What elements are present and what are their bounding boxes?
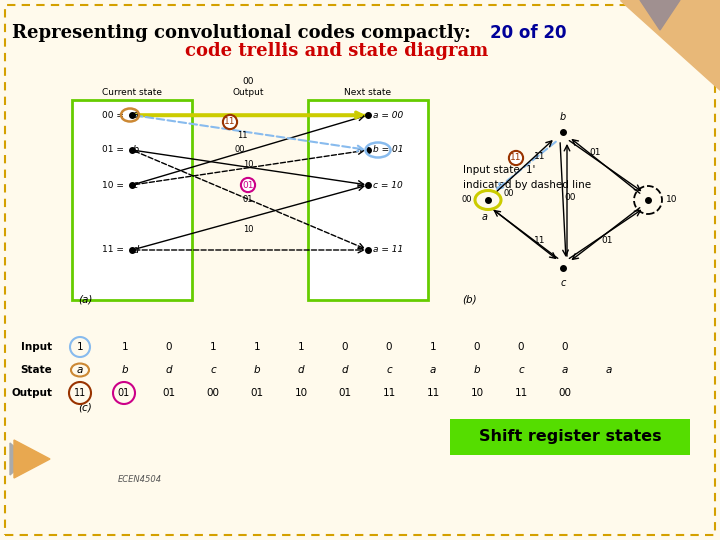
Text: 10: 10	[294, 388, 307, 398]
Text: b: b	[560, 112, 566, 122]
Text: code trellis and state diagram: code trellis and state diagram	[185, 42, 488, 60]
Text: a: a	[430, 365, 436, 375]
Text: d: d	[342, 365, 348, 375]
Text: c = 10: c = 10	[373, 180, 402, 190]
Text: b: b	[133, 145, 139, 155]
Text: 01: 01	[242, 180, 253, 190]
Text: b = 01: b = 01	[373, 145, 403, 154]
Text: 0: 0	[386, 342, 392, 352]
Text: c: c	[386, 365, 392, 375]
Text: Shift register states: Shift register states	[479, 429, 661, 444]
Text: Current state: Current state	[102, 88, 162, 97]
Text: (a): (a)	[78, 295, 92, 305]
Text: 01: 01	[243, 195, 253, 204]
Text: 10 =: 10 =	[102, 180, 127, 190]
Text: 01: 01	[251, 388, 264, 398]
Text: Input: Input	[21, 342, 52, 352]
Text: 11 =: 11 =	[102, 246, 127, 254]
Text: 01: 01	[118, 388, 130, 398]
Text: d: d	[166, 365, 172, 375]
Text: a: a	[77, 365, 84, 375]
Text: 1: 1	[122, 342, 128, 352]
Text: 11: 11	[426, 388, 440, 398]
Text: 01: 01	[163, 388, 176, 398]
Text: b: b	[474, 365, 480, 375]
Text: Output: Output	[11, 388, 52, 398]
Polygon shape	[10, 443, 28, 475]
Text: a = 11: a = 11	[373, 246, 403, 254]
Text: 00 =: 00 =	[102, 111, 127, 119]
Text: ECEN4504: ECEN4504	[118, 476, 162, 484]
Text: c: c	[210, 365, 216, 375]
Polygon shape	[640, 0, 680, 30]
Text: 01 =: 01 =	[102, 145, 127, 154]
Text: 11: 11	[514, 388, 528, 398]
Text: 1: 1	[430, 342, 436, 352]
Text: 01: 01	[338, 388, 351, 398]
Text: 00: 00	[504, 190, 515, 199]
Text: d: d	[133, 245, 139, 255]
FancyBboxPatch shape	[450, 419, 690, 455]
Text: Input state '1'
indicated by dashed line: Input state '1' indicated by dashed line	[463, 165, 591, 190]
Text: 11: 11	[74, 388, 86, 398]
Text: a: a	[133, 110, 139, 120]
Text: c: c	[133, 180, 138, 190]
Text: 0: 0	[166, 342, 172, 352]
Text: 00: 00	[564, 193, 576, 202]
Text: 10: 10	[243, 160, 253, 169]
Text: 0: 0	[562, 342, 568, 352]
Text: 1: 1	[210, 342, 216, 352]
Text: 10: 10	[470, 388, 484, 398]
Text: (b): (b)	[462, 295, 477, 305]
Text: 00: 00	[235, 145, 246, 154]
Text: 10: 10	[243, 225, 253, 234]
Text: 11: 11	[237, 131, 247, 140]
Text: State: State	[20, 365, 52, 375]
Text: Output: Output	[233, 88, 264, 97]
Text: 1: 1	[77, 342, 84, 352]
Text: a: a	[606, 365, 612, 375]
Text: 20 of 20: 20 of 20	[490, 24, 567, 42]
Text: a = 00: a = 00	[373, 111, 403, 119]
Text: 11: 11	[534, 236, 546, 245]
Text: (c): (c)	[78, 402, 91, 412]
Text: 1: 1	[297, 342, 305, 352]
Text: 00: 00	[242, 77, 253, 86]
Text: 0: 0	[518, 342, 524, 352]
Text: a: a	[482, 212, 488, 222]
Text: 0: 0	[342, 342, 348, 352]
Text: 1: 1	[253, 342, 261, 352]
Text: Next state: Next state	[344, 88, 392, 97]
Text: c: c	[518, 365, 524, 375]
Text: 00: 00	[207, 388, 220, 398]
Text: 0: 0	[474, 342, 480, 352]
Text: b: b	[253, 365, 261, 375]
Text: a: a	[562, 365, 568, 375]
Text: 01: 01	[589, 148, 600, 157]
Polygon shape	[620, 0, 720, 90]
Text: 11: 11	[534, 152, 546, 161]
Bar	[72, 100, 192, 300]
Bar	[308, 100, 428, 300]
Text: d: d	[297, 365, 305, 375]
Text: 10: 10	[666, 195, 678, 205]
Text: 11: 11	[510, 153, 522, 163]
Text: Representing convolutional codes compactly:: Representing convolutional codes compact…	[12, 24, 471, 42]
Text: 01: 01	[601, 236, 613, 245]
Polygon shape	[14, 440, 50, 478]
Text: 11: 11	[224, 118, 235, 126]
Text: c: c	[560, 278, 566, 288]
Text: 11: 11	[382, 388, 395, 398]
Text: b: b	[122, 365, 128, 375]
Text: 00: 00	[462, 195, 472, 205]
Text: 00: 00	[559, 388, 572, 398]
